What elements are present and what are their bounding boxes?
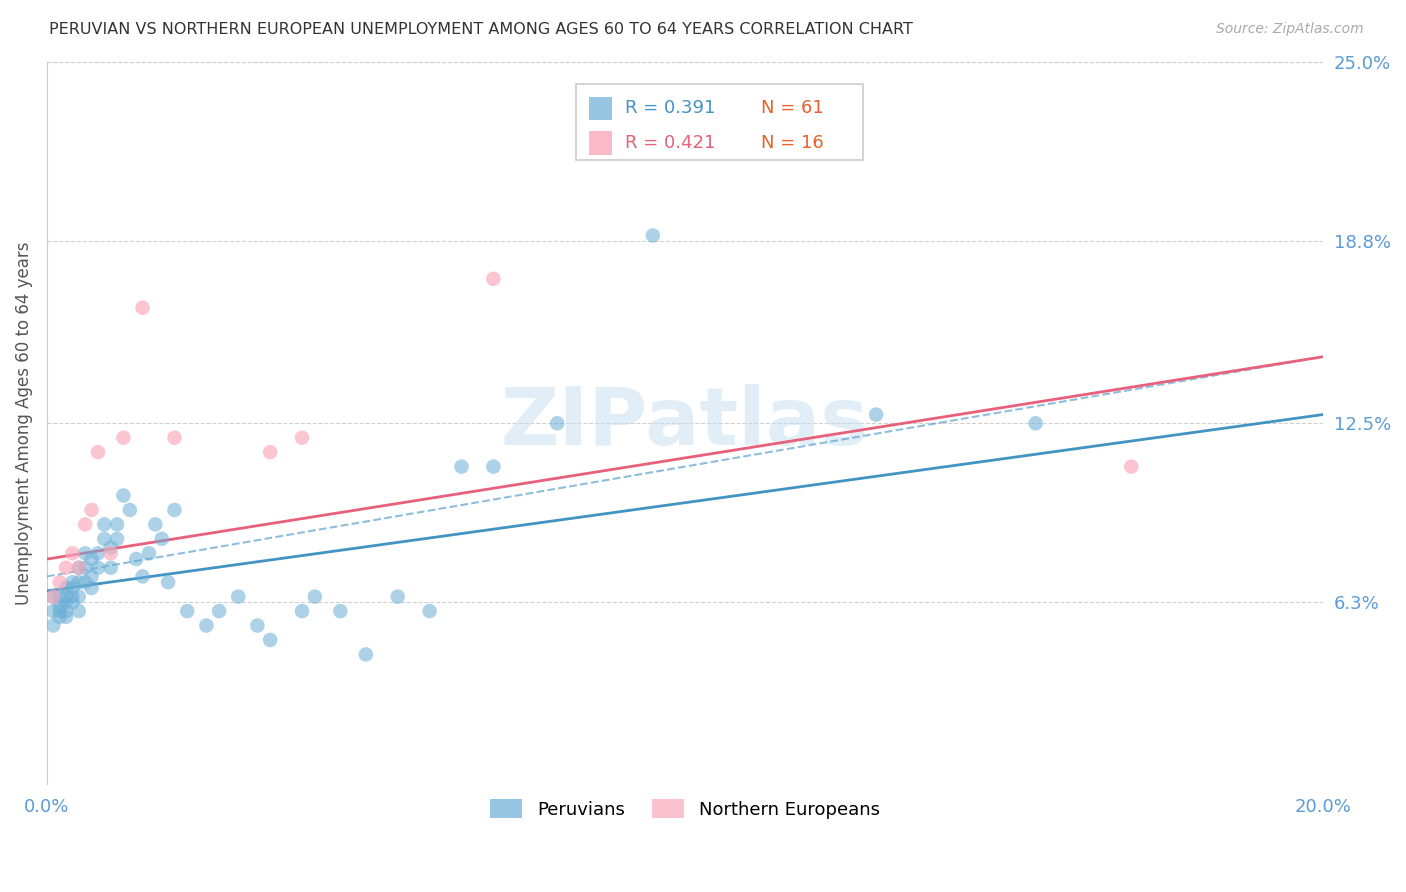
Point (93, 532, 115, 546)
Point (80, 503, 103, 517)
Point (208, 604, 231, 618)
Point (67, 560, 90, 574)
Point (118, 503, 141, 517)
Point (60, 590, 83, 604)
Point (42, 590, 65, 604)
Text: PERUVIAN VS NORTHERN EUROPEAN UNEMPLOYMENT AMONG AGES 60 TO 64 YEARS CORRELATION: PERUVIAN VS NORTHERN EUROPEAN UNEMPLOYME… (49, 22, 912, 37)
Point (55, 610, 77, 624)
Point (482, 459, 505, 474)
Point (80, 552, 103, 566)
Point (42, 604, 65, 618)
Point (125, 552, 148, 566)
Point (67, 590, 90, 604)
Point (55, 581, 77, 595)
Point (60, 581, 83, 595)
Point (112, 431, 135, 445)
Point (157, 575, 180, 590)
Point (143, 517, 166, 532)
Point (60, 546, 83, 560)
Point (48, 610, 70, 624)
Point (546, 417, 568, 431)
Point (865, 408, 887, 422)
Point (131, 301, 153, 315)
Text: ZIPatlas: ZIPatlas (501, 384, 869, 462)
Point (291, 431, 314, 445)
Point (100, 541, 122, 555)
Point (1121, 459, 1143, 474)
Text: N = 16: N = 16 (761, 134, 824, 152)
Point (176, 604, 198, 618)
Text: Source: ZipAtlas.com: Source: ZipAtlas.com (1216, 22, 1364, 37)
Y-axis label: Unemployment Among Ages 60 to 64 years: Unemployment Among Ages 60 to 64 years (15, 242, 32, 605)
Point (100, 560, 122, 574)
Point (163, 431, 186, 445)
Point (482, 272, 505, 286)
Point (105, 532, 128, 546)
Point (42, 618, 65, 632)
Point (60, 575, 83, 590)
Point (138, 546, 160, 560)
Point (75, 517, 97, 532)
Point (163, 503, 186, 517)
Point (67, 604, 90, 618)
Point (1025, 417, 1047, 431)
Point (75, 560, 97, 574)
Bar (589, 131, 612, 154)
Point (87, 445, 110, 459)
Point (67, 560, 90, 574)
Point (450, 459, 472, 474)
Point (105, 517, 128, 532)
Point (150, 532, 173, 546)
Point (641, 228, 664, 243)
Point (259, 632, 281, 647)
Legend: Peruvians, Northern Europeans: Peruvians, Northern Europeans (482, 792, 887, 826)
Point (259, 445, 281, 459)
Point (195, 618, 218, 632)
Point (80, 581, 103, 595)
Point (100, 546, 122, 560)
Point (354, 648, 377, 662)
Point (75, 575, 97, 590)
Point (55, 590, 77, 604)
Point (48, 575, 70, 590)
Text: N = 61: N = 61 (761, 99, 824, 117)
Point (67, 575, 90, 590)
Point (226, 590, 249, 604)
Point (48, 599, 70, 613)
Point (80, 569, 103, 583)
Point (55, 604, 77, 618)
Text: R = 0.391: R = 0.391 (624, 99, 716, 117)
Point (75, 546, 97, 560)
Point (48, 604, 70, 618)
Point (131, 569, 153, 583)
Point (246, 618, 269, 632)
Point (329, 604, 352, 618)
Point (387, 590, 409, 604)
Point (291, 604, 314, 618)
Point (304, 590, 326, 604)
Point (55, 560, 77, 574)
Point (60, 595, 83, 609)
Point (93, 517, 115, 532)
Point (87, 560, 110, 574)
Point (112, 489, 135, 503)
FancyBboxPatch shape (576, 84, 863, 160)
Text: R = 0.421: R = 0.421 (624, 134, 716, 152)
Point (42, 590, 65, 604)
Point (48, 590, 70, 604)
Point (419, 604, 441, 618)
Bar (589, 96, 612, 120)
Point (55, 595, 77, 609)
Point (87, 546, 110, 560)
